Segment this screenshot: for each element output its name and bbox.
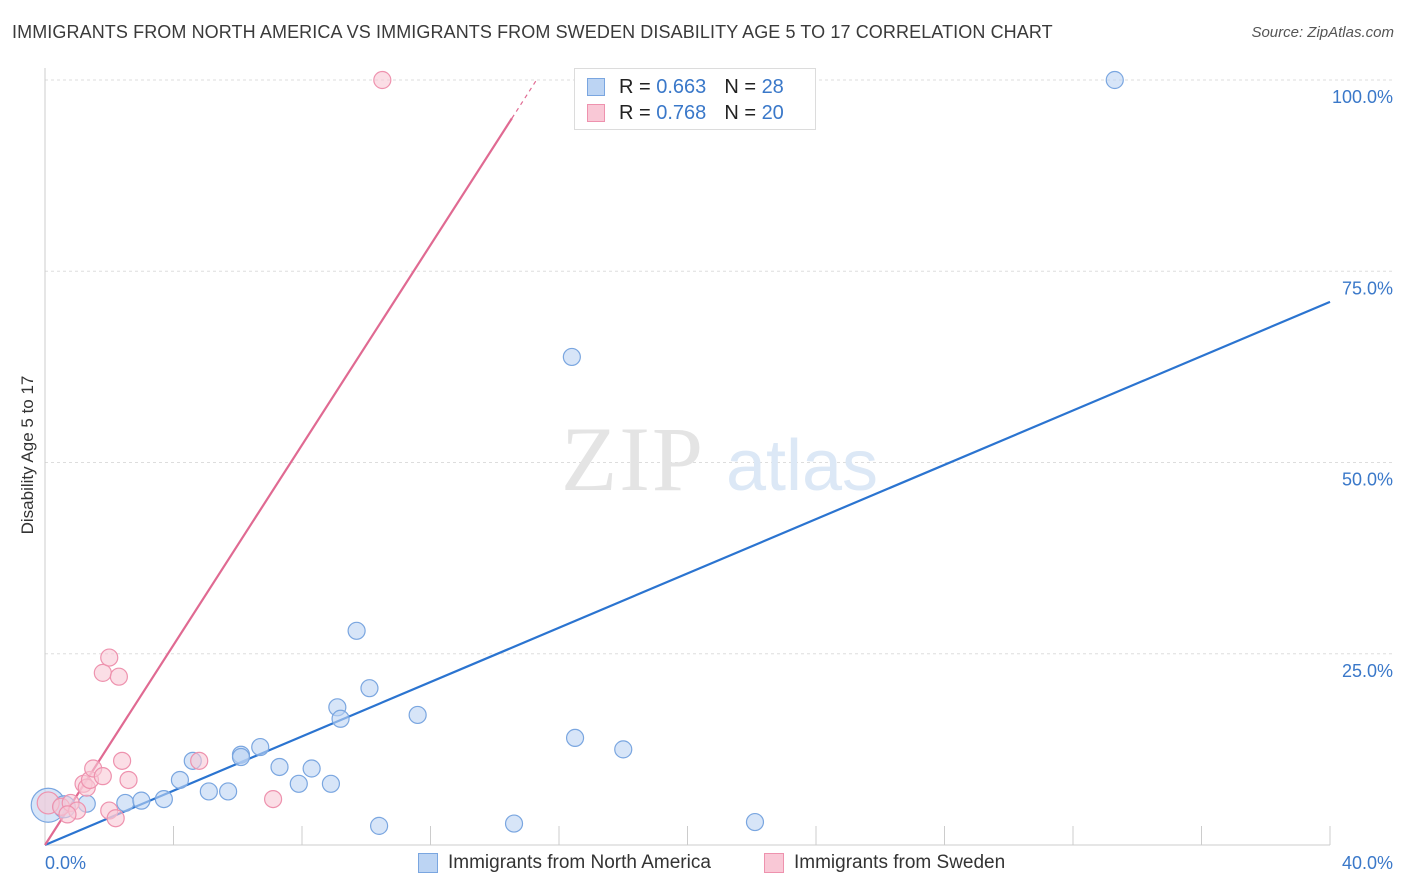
legend-swatch-sweden	[764, 853, 784, 873]
axes	[44, 68, 1331, 846]
trend-line-extension-sweden	[511, 79, 538, 119]
n-value-sweden: 20	[761, 101, 784, 124]
point-north-america	[562, 347, 581, 367]
legend-label-sweden: Immigrants from Sweden	[794, 852, 1006, 873]
r-label: R =	[619, 75, 651, 98]
stats-row-sweden: R = 0.768 N = 20	[587, 101, 784, 125]
points	[30, 70, 1124, 835]
point-north-america	[231, 747, 251, 767]
source-label: Source: ZipAtlas.com	[1251, 24, 1394, 41]
point-north-america	[504, 814, 524, 833]
point-sweden	[106, 809, 125, 828]
x-tick-label-max: 40.0%	[1342, 853, 1393, 873]
point-sweden	[58, 805, 77, 824]
x-tick-label-min: 0.0%	[45, 853, 86, 873]
point-north-america	[251, 737, 270, 757]
swatch-north-america	[587, 78, 605, 96]
point-north-america	[321, 774, 341, 793]
stats-legend: R = 0.663 N = 28 R = 0.768 N = 20	[574, 68, 816, 130]
watermark-atlas: atlas	[726, 426, 878, 506]
point-north-america	[116, 793, 135, 813]
legend-item-north-america[interactable]: Immigrants from North America	[418, 852, 711, 874]
r-value-sweden: 0.768	[656, 101, 707, 124]
y-tick-label: 100.0%	[1332, 87, 1393, 107]
point-north-america	[347, 621, 366, 640]
point-north-america	[565, 728, 585, 748]
point-sweden	[190, 751, 209, 770]
point-north-america	[199, 782, 218, 801]
y-tick-label: 75.0%	[1342, 278, 1393, 298]
point-north-america	[154, 789, 173, 809]
n-value-north-america: 28	[761, 75, 784, 98]
point-north-america	[360, 679, 379, 698]
point-north-america	[331, 709, 350, 728]
point-sweden	[112, 751, 132, 770]
n-label: N =	[724, 101, 756, 124]
swatch-sweden	[587, 104, 605, 122]
point-north-america	[219, 782, 238, 801]
legend-label-north-america: Immigrants from North America	[448, 852, 711, 873]
n-label: N =	[724, 75, 756, 98]
watermark: ZIP atlas	[561, 408, 878, 510]
point-north-america	[302, 759, 321, 778]
point-sweden	[93, 663, 112, 682]
trend-line-sweden	[44, 117, 513, 846]
y-tick-label: 25.0%	[1342, 661, 1393, 681]
watermark-zip: ZIP	[561, 408, 705, 510]
point-north-america	[614, 740, 633, 759]
point-north-america	[289, 774, 308, 793]
point-sweden	[119, 770, 138, 790]
point-north-america	[370, 816, 389, 835]
point-sweden	[100, 648, 119, 667]
point-north-america	[170, 770, 190, 790]
point-sweden	[109, 667, 128, 686]
point-north-america	[408, 705, 427, 725]
point-sweden	[93, 767, 112, 786]
point-sweden	[373, 70, 392, 90]
point-north-america	[132, 791, 151, 810]
stats-row-north-america: R = 0.663 N = 28	[587, 75, 784, 99]
tick-labels: 25.0% 50.0% 75.0% 100.0% 0.0% 40.0%	[45, 87, 1393, 873]
point-north-america	[270, 757, 289, 777]
r-label: R =	[619, 101, 651, 124]
chart-title: IMMIGRANTS FROM NORTH AMERICA VS IMMIGRA…	[12, 22, 1053, 42]
point-north-america	[1105, 70, 1124, 90]
y-tick-label: 50.0%	[1342, 470, 1393, 490]
point-north-america	[745, 812, 765, 832]
r-value-north-america: 0.663	[656, 75, 707, 98]
legend-item-sweden[interactable]: Immigrants from Sweden	[764, 852, 1005, 874]
grid	[45, 79, 1395, 655]
legend-swatch-north-america	[418, 853, 438, 873]
point-sweden	[263, 789, 283, 809]
